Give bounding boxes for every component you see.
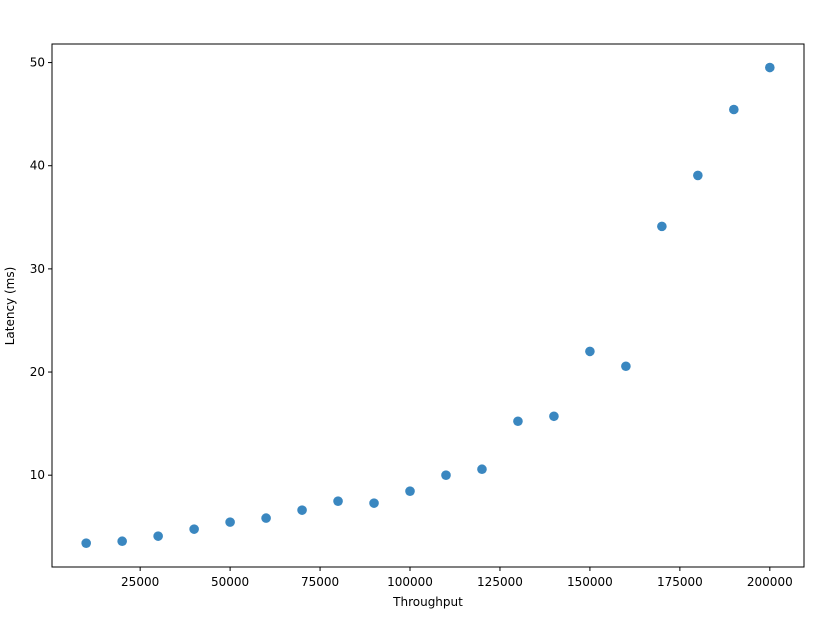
x-tick-label: 150000: [567, 575, 613, 589]
x-tick-label: 25000: [121, 575, 159, 589]
point: [369, 498, 379, 508]
point: [81, 538, 91, 548]
point: [621, 361, 631, 372]
point: [441, 470, 451, 480]
x-tick-label: 175000: [657, 575, 703, 589]
point: [117, 536, 127, 547]
y-tick-label: 40: [30, 159, 45, 173]
x-tick-label: 50000: [211, 575, 249, 589]
point: [513, 416, 523, 427]
plot-frame: [51, 43, 805, 568]
x-tick-label: 75000: [301, 575, 339, 589]
y-tick-label: 50: [30, 56, 45, 70]
y-axis-label: Latency (ms): [3, 267, 17, 346]
point: [261, 513, 271, 523]
x-axis-label: Throughput: [392, 595, 463, 609]
point: [765, 62, 775, 73]
point: [225, 517, 235, 527]
y-tick-label: 10: [30, 468, 45, 482]
point: [729, 104, 739, 115]
point: [153, 531, 163, 541]
point: [405, 486, 415, 496]
point: [297, 505, 307, 515]
y-tick-label: 30: [30, 262, 45, 276]
point: [585, 346, 595, 357]
point: [693, 170, 703, 181]
point: [549, 411, 559, 422]
x-tick-label: 125000: [477, 575, 523, 589]
y-tick-label: 20: [30, 365, 45, 379]
x-tick-label: 100000: [387, 575, 433, 589]
point: [189, 524, 199, 534]
point: [657, 221, 667, 232]
point: [477, 464, 487, 475]
x-tick-label: 200000: [747, 575, 793, 589]
point: [333, 496, 343, 506]
